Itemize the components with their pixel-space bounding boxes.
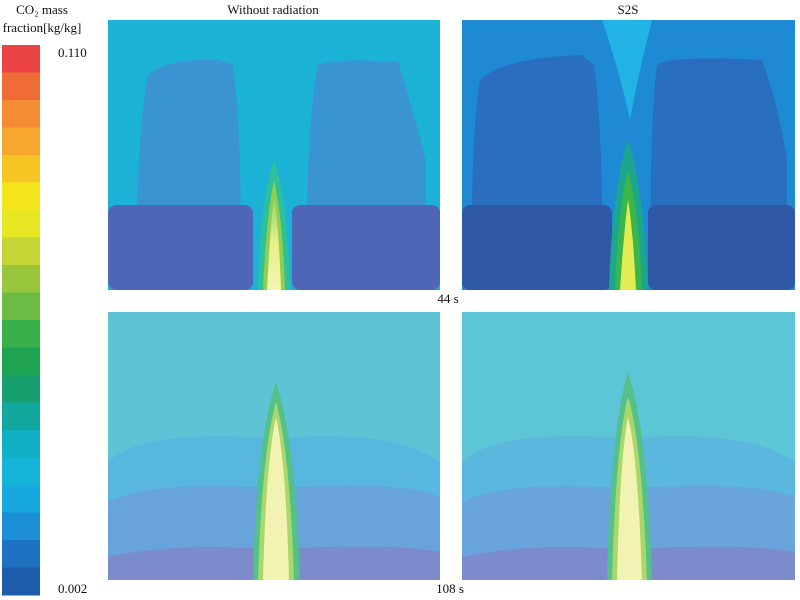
colorbar-step xyxy=(2,265,40,293)
colorbar-step xyxy=(2,100,40,128)
colorbar-step xyxy=(2,485,40,513)
colorbar-step xyxy=(2,457,40,486)
colorbar-step xyxy=(2,237,40,266)
colorbar-step xyxy=(2,430,40,458)
colorbar-step xyxy=(2,375,40,403)
row-label: 108 s xyxy=(436,581,464,596)
colorbar-max-label: 0.110 xyxy=(58,45,87,60)
contour-panel xyxy=(462,20,795,291)
column-title: Without radiation xyxy=(227,2,319,17)
colorbar-step xyxy=(2,182,40,211)
row-label: 44 s xyxy=(437,291,458,306)
colorbar-step xyxy=(2,402,40,431)
contour-panel xyxy=(462,312,795,580)
colorbar-step xyxy=(2,45,40,73)
colorbar-step xyxy=(2,292,40,321)
colorbar-step xyxy=(2,320,40,348)
column-title: S2S xyxy=(618,2,639,17)
colorbar-title-line: fraction[kg/kg] xyxy=(3,20,82,35)
colorbar xyxy=(2,45,40,596)
colorbar-step xyxy=(2,127,40,156)
colorbar-title-line: CO₂ mass xyxy=(16,2,68,17)
contour-panel xyxy=(108,312,440,580)
colorbar-step xyxy=(2,567,40,596)
colorbar-step xyxy=(2,72,40,101)
colorbar-step xyxy=(2,512,40,541)
colorbar-min-label: 0.002 xyxy=(58,581,87,596)
colorbar-step xyxy=(2,210,40,238)
colorbar-step xyxy=(2,347,40,376)
colorbar-step xyxy=(2,155,40,183)
colorbar-step xyxy=(2,540,40,568)
contour-panel xyxy=(108,20,440,290)
